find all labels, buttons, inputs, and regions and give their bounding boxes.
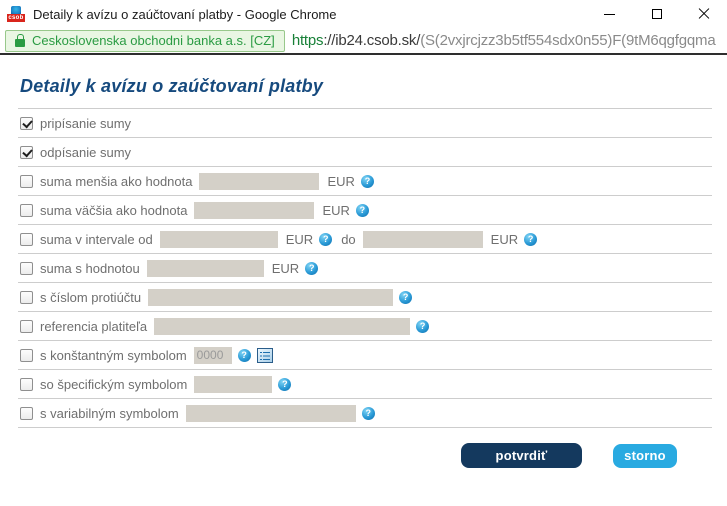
interval-do-label: do — [341, 231, 356, 247]
help-icon[interactable]: ? — [360, 174, 374, 188]
address-bar: Ceskoslovenska obchodni banka a.s. [CZ] … — [0, 28, 727, 55]
window-controls — [586, 0, 727, 28]
minimize-button[interactable] — [586, 0, 633, 28]
interval-from-input[interactable] — [159, 230, 278, 248]
help-icon[interactable]: ? — [524, 232, 538, 246]
checkbox-specificky-symbol[interactable] — [20, 377, 33, 391]
minimize-icon — [604, 13, 615, 15]
checkbox-variabilny-symbol[interactable] — [20, 406, 33, 420]
checkbox-pripisanie-sumy[interactable] — [20, 116, 33, 130]
amount-equal-input[interactable] — [146, 259, 264, 277]
row-odpisanie: odpísanie sumy — [18, 138, 712, 167]
currency-label: EUR — [327, 173, 355, 189]
amount-greater-input[interactable] — [194, 201, 315, 219]
ev-certificate-badge[interactable]: Ceskoslovenska obchodni banka a.s. [CZ] — [5, 29, 285, 52]
checkbox-suma-vacsia[interactable] — [20, 203, 33, 217]
close-icon — [698, 8, 710, 20]
help-icon[interactable]: ? — [237, 348, 251, 362]
window-title: Detaily k avízu o zaúčtovaní platby - Go… — [33, 6, 337, 22]
row-suma-vacsia: suma väčšia ako hodnota EUR ? — [18, 196, 712, 225]
counter-account-input[interactable] — [148, 288, 394, 306]
row-label: suma s hodnotou — [40, 260, 140, 276]
help-icon[interactable]: ? — [278, 377, 292, 391]
titlebar[interactable]: csob Detaily k avízu o zaúčtovaní platby… — [0, 0, 727, 28]
currency-label: EUR — [271, 260, 300, 276]
row-label: suma väčšia ako hodnota — [40, 202, 188, 218]
checkbox-konstantny-symbol[interactable] — [20, 348, 33, 362]
filter-form: pripísanie sumy odpísanie sumy suma menš… — [18, 108, 712, 428]
amount-less-input[interactable] — [199, 172, 320, 190]
row-label: pripísanie sumy — [40, 115, 132, 131]
symbol-list-picker-icon[interactable] — [256, 347, 273, 363]
payer-reference-input[interactable] — [154, 317, 411, 335]
row-label: suma v intervale od — [40, 231, 153, 247]
page-title: Detaily k avízu o zaúčtovaní platby — [20, 76, 324, 96]
constant-symbol-input[interactable] — [193, 346, 232, 364]
url-field[interactable]: https://ib24.csob.sk/(S(2vxjrcjzz3b5tf55… — [292, 32, 727, 49]
row-label: s konštantným symbolom — [40, 347, 187, 363]
row-label: s variabilným symbolom — [40, 405, 179, 421]
confirm-button[interactable]: potvrdiť — [461, 443, 582, 468]
help-icon[interactable]: ? — [399, 290, 413, 304]
url-scheme: https — [291, 32, 324, 49]
currency-label: EUR — [322, 202, 350, 218]
row-suma-hodnota: suma s hodnotou EUR ? — [18, 254, 712, 283]
help-icon[interactable]: ? — [305, 261, 319, 275]
maximize-icon — [651, 9, 662, 19]
cancel-button[interactable]: storno — [613, 443, 677, 468]
interval-to-input[interactable] — [362, 230, 483, 248]
help-icon[interactable]: ? — [319, 232, 333, 246]
csob-wordmark: csob — [7, 13, 25, 22]
row-label: odpísanie sumy — [40, 144, 132, 160]
close-button[interactable] — [680, 0, 727, 28]
row-variabilny-symbol: s variabilným symbolom ? — [18, 399, 712, 428]
help-icon[interactable]: ? — [416, 319, 430, 333]
csob-emblem-icon — [11, 5, 21, 14]
help-icon[interactable]: ? — [355, 203, 369, 217]
csob-favicon-icon: csob — [7, 5, 25, 23]
checkbox-suma-hodnota[interactable] — [20, 261, 33, 275]
checkbox-protiucet[interactable] — [20, 290, 33, 304]
checkbox-suma-mensia[interactable] — [20, 174, 33, 188]
padlock-icon — [15, 33, 25, 47]
row-label: referencia platiteľa — [40, 318, 148, 334]
url-path: (S(2vxjrcjzz3b5tf554sdx0n55)F(9tM6qgfgqm… — [420, 32, 716, 49]
row-label: suma menšia ako hodnota — [40, 173, 193, 189]
checkbox-suma-interval[interactable] — [20, 232, 33, 246]
specific-symbol-input[interactable] — [194, 375, 273, 393]
currency-label: EUR — [285, 231, 314, 247]
url-host: ://ib24.csob.sk/ — [323, 32, 421, 49]
currency-label: EUR — [490, 231, 519, 247]
help-icon[interactable]: ? — [361, 406, 375, 420]
row-protiucet: s číslom protiúčtu ? — [18, 283, 712, 312]
row-suma-mensia: suma menšia ako hodnota EUR ? — [18, 167, 712, 196]
row-label: so špecifickým symbolom — [40, 376, 188, 392]
row-specificky-symbol: so špecifickým symbolom ? — [18, 370, 712, 399]
row-referencia: referencia platiteľa ? — [18, 312, 712, 341]
row-pripisanie: pripísanie sumy — [18, 109, 712, 138]
ev-badge-label: Ceskoslovenska obchodni banka a.s. [CZ] — [32, 33, 275, 48]
checkbox-referencia[interactable] — [20, 319, 33, 333]
page-content: Detaily k avízu o zaúčtovaní platby prip… — [0, 76, 727, 468]
row-konstantny-symbol: s konštantným symbolom ? — [18, 341, 712, 370]
action-buttons: potvrdiť storno — [18, 443, 712, 468]
checkbox-odpisanie-sumy[interactable] — [20, 145, 33, 159]
row-interval: suma v intervale od EUR ? do EUR ? — [18, 225, 712, 254]
row-label: s číslom protiúčtu — [40, 289, 142, 305]
variable-symbol-input[interactable] — [185, 404, 356, 422]
maximize-button[interactable] — [633, 0, 680, 28]
